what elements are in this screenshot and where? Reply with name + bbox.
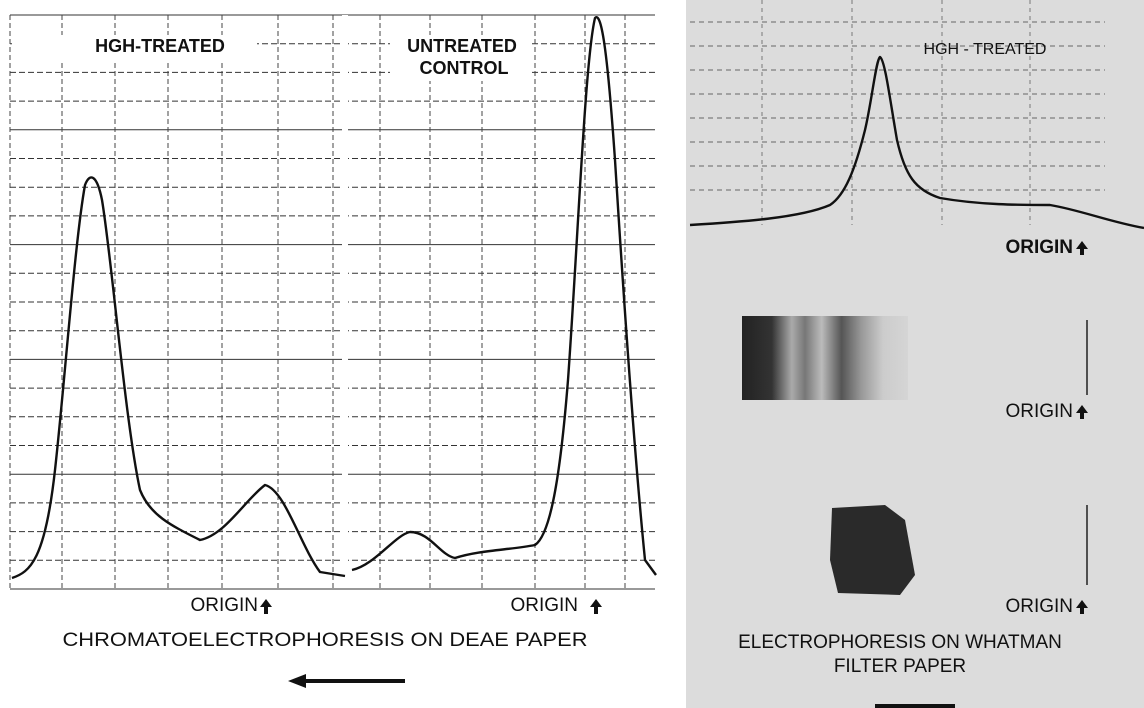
origin-label: ORIGIN <box>190 595 258 616</box>
caption: ELECTROPHORESIS ON WHATMAN <box>738 632 1062 653</box>
figure: HGH-TREATED UNTREATED CONTROL ORIGIN ORI… <box>0 0 1144 708</box>
caption: CHROMATOELECTROPHORESIS ON DEAE PAPER <box>63 630 588 651</box>
trace-label: CONTROL <box>420 58 509 78</box>
page: HGH-TREATED UNTREATED CONTROL ORIGIN ORI… <box>0 0 1144 708</box>
origin-label: ORIGIN <box>1005 596 1073 617</box>
trace-label: HGH - TREATED <box>924 41 1047 58</box>
origin-label: ORIGIN <box>1005 401 1073 422</box>
origin-label: ORIGIN <box>1005 237 1073 258</box>
origin-label: ORIGIN <box>510 595 578 616</box>
trace-label: UNTREATED <box>407 36 517 56</box>
trace-label: HGH-TREATED <box>95 36 225 56</box>
paper-strip <box>830 505 915 595</box>
left-background <box>0 0 680 708</box>
caption: FILTER PAPER <box>834 656 966 677</box>
paper-strip <box>742 316 908 400</box>
